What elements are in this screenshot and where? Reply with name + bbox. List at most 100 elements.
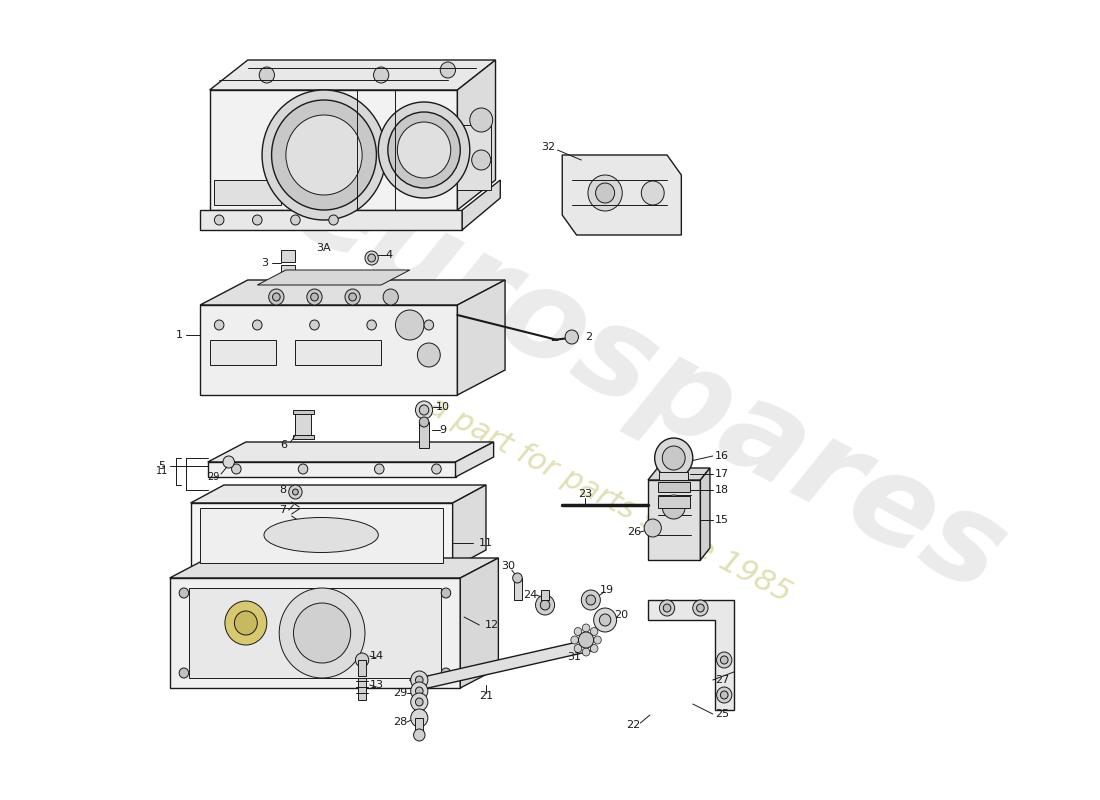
Circle shape — [663, 604, 671, 612]
Circle shape — [383, 289, 398, 305]
Polygon shape — [169, 558, 498, 578]
Circle shape — [441, 588, 451, 598]
Text: 26: 26 — [627, 527, 641, 537]
Circle shape — [472, 150, 491, 170]
Polygon shape — [648, 600, 734, 710]
Circle shape — [574, 627, 582, 635]
Circle shape — [214, 215, 224, 225]
Circle shape — [581, 590, 601, 610]
Text: 1: 1 — [176, 330, 183, 340]
Circle shape — [349, 293, 356, 301]
Text: 25: 25 — [715, 709, 729, 719]
Circle shape — [365, 251, 378, 265]
Circle shape — [591, 627, 598, 635]
Text: 19: 19 — [600, 585, 614, 595]
Polygon shape — [294, 185, 354, 210]
Polygon shape — [455, 442, 494, 477]
Circle shape — [268, 289, 284, 305]
Text: 20: 20 — [614, 610, 628, 620]
Circle shape — [179, 588, 189, 598]
Circle shape — [574, 645, 582, 653]
Circle shape — [416, 687, 424, 695]
Circle shape — [397, 122, 451, 178]
Circle shape — [345, 289, 360, 305]
Circle shape — [419, 417, 429, 427]
Polygon shape — [648, 480, 701, 560]
Polygon shape — [514, 578, 522, 600]
Polygon shape — [208, 462, 455, 477]
Circle shape — [253, 320, 262, 330]
Text: a part for parts since 1985: a part for parts since 1985 — [424, 392, 796, 608]
Polygon shape — [200, 210, 462, 230]
Polygon shape — [210, 90, 458, 210]
Polygon shape — [648, 468, 710, 480]
Text: 11: 11 — [478, 538, 493, 548]
Polygon shape — [200, 508, 443, 563]
Text: 31: 31 — [568, 652, 582, 662]
Polygon shape — [458, 125, 491, 190]
Circle shape — [298, 464, 308, 474]
Circle shape — [571, 636, 579, 644]
Circle shape — [645, 519, 661, 537]
Polygon shape — [200, 280, 505, 305]
Circle shape — [591, 645, 598, 653]
Polygon shape — [293, 410, 314, 414]
Circle shape — [416, 401, 432, 419]
Circle shape — [425, 320, 433, 330]
Text: 15: 15 — [715, 515, 729, 525]
Circle shape — [310, 293, 318, 301]
Circle shape — [414, 729, 425, 741]
Polygon shape — [210, 340, 276, 365]
Polygon shape — [282, 250, 296, 262]
Circle shape — [410, 693, 428, 711]
Circle shape — [307, 289, 322, 305]
Text: 30: 30 — [500, 561, 515, 571]
Circle shape — [720, 656, 728, 664]
Text: 8: 8 — [279, 485, 287, 495]
Circle shape — [662, 446, 685, 470]
Circle shape — [378, 102, 470, 198]
Text: 24: 24 — [522, 590, 537, 600]
Circle shape — [374, 67, 388, 83]
Circle shape — [431, 464, 441, 474]
Circle shape — [594, 636, 602, 644]
Text: 22: 22 — [627, 720, 641, 730]
Circle shape — [355, 653, 368, 667]
Circle shape — [536, 595, 554, 615]
Circle shape — [419, 405, 429, 415]
Circle shape — [662, 495, 685, 519]
Circle shape — [565, 330, 579, 344]
Circle shape — [659, 600, 674, 616]
Polygon shape — [169, 578, 460, 688]
Circle shape — [262, 90, 386, 220]
Polygon shape — [410, 640, 595, 690]
Text: 18: 18 — [715, 485, 729, 495]
Circle shape — [288, 485, 302, 499]
Circle shape — [290, 215, 300, 225]
Circle shape — [600, 614, 610, 626]
Text: 6: 6 — [280, 440, 287, 450]
Circle shape — [286, 115, 362, 195]
Polygon shape — [458, 280, 505, 395]
Text: 28: 28 — [393, 717, 407, 727]
Text: 4: 4 — [385, 250, 393, 260]
Circle shape — [594, 608, 616, 632]
Circle shape — [388, 112, 460, 188]
Circle shape — [329, 215, 339, 225]
Text: 12: 12 — [485, 620, 498, 630]
Text: 2: 2 — [585, 332, 593, 342]
Polygon shape — [282, 265, 296, 277]
Polygon shape — [210, 60, 495, 90]
Circle shape — [416, 676, 424, 684]
Circle shape — [440, 62, 455, 78]
Polygon shape — [659, 472, 688, 480]
Circle shape — [416, 698, 424, 706]
Circle shape — [396, 310, 425, 340]
Circle shape — [410, 671, 428, 689]
Circle shape — [273, 293, 280, 301]
Circle shape — [367, 320, 376, 330]
Text: 27: 27 — [715, 675, 729, 685]
Circle shape — [582, 648, 590, 656]
Circle shape — [223, 456, 234, 468]
Polygon shape — [257, 270, 410, 285]
